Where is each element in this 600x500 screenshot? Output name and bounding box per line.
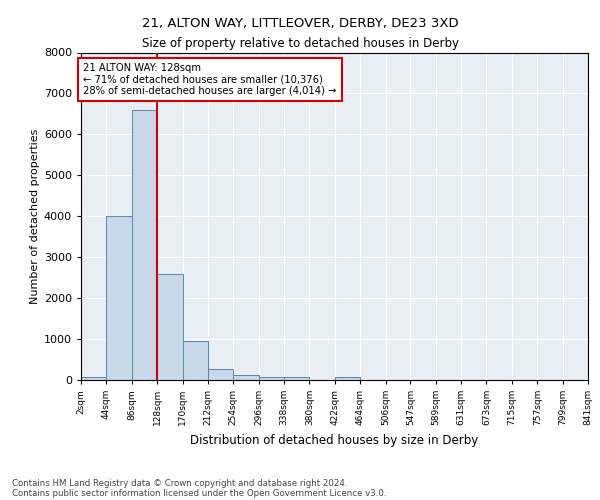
- Bar: [233, 375, 259, 380]
- Bar: [208, 368, 233, 380]
- Bar: [132, 110, 157, 380]
- Bar: [284, 377, 310, 380]
- Bar: [259, 377, 284, 380]
- Bar: [81, 376, 106, 380]
- Text: 21 ALTON WAY: 128sqm
← 71% of detached houses are smaller (10,376)
28% of semi-d: 21 ALTON WAY: 128sqm ← 71% of detached h…: [83, 62, 337, 96]
- Bar: [106, 216, 132, 380]
- X-axis label: Distribution of detached houses by size in Derby: Distribution of detached houses by size …: [190, 434, 479, 446]
- Bar: [157, 274, 182, 380]
- Bar: [335, 377, 360, 380]
- Text: Contains public sector information licensed under the Open Government Licence v3: Contains public sector information licen…: [12, 488, 386, 498]
- Bar: [182, 341, 208, 380]
- Text: 21, ALTON WAY, LITTLEOVER, DERBY, DE23 3XD: 21, ALTON WAY, LITTLEOVER, DERBY, DE23 3…: [142, 18, 458, 30]
- Text: Size of property relative to detached houses in Derby: Size of property relative to detached ho…: [142, 38, 458, 51]
- Text: Contains HM Land Registry data © Crown copyright and database right 2024.: Contains HM Land Registry data © Crown c…: [12, 478, 347, 488]
- Y-axis label: Number of detached properties: Number of detached properties: [29, 128, 40, 304]
